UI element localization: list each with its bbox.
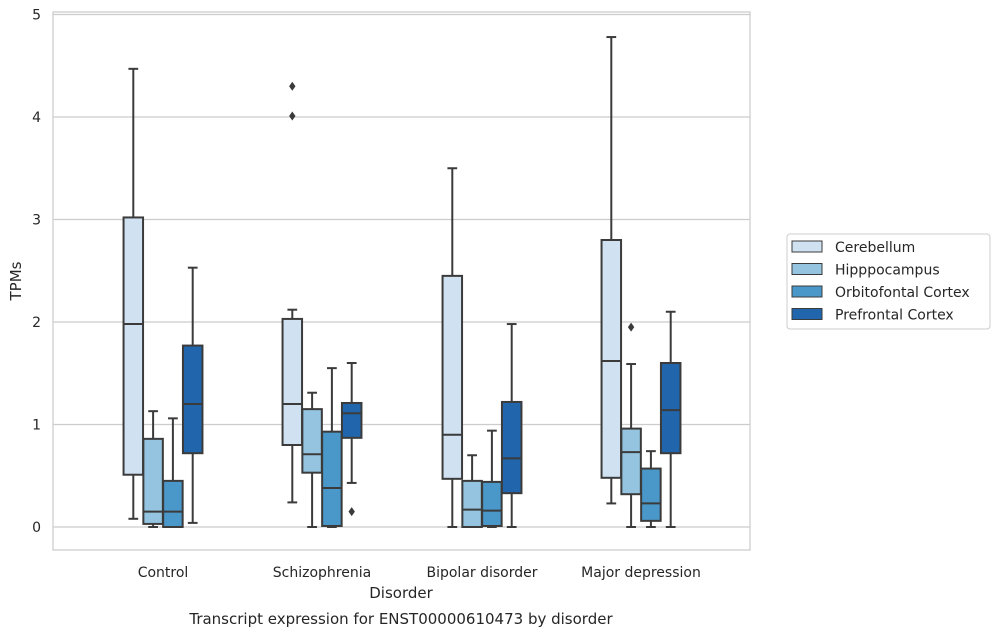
legend-label: Cerebellum	[835, 240, 915, 256]
box	[620, 427, 642, 496]
legend-swatch	[791, 263, 823, 275]
y-tick-label: 0	[32, 520, 41, 536]
x-tick-label: Major depression	[581, 565, 701, 581]
y-tick-label: 3	[32, 213, 41, 229]
box-group	[659, 310, 682, 528]
box-group	[122, 67, 145, 520]
legend-swatch	[791, 240, 823, 253]
x-tick-label: Bipolar disorder	[426, 565, 537, 581]
legend-swatch	[791, 308, 823, 320]
box	[441, 274, 464, 480]
y-tick-label: 5	[32, 8, 41, 24]
box	[162, 479, 184, 528]
box	[640, 467, 662, 522]
box-group	[600, 36, 623, 505]
y-tick-label: 4	[32, 110, 41, 126]
box	[659, 362, 682, 455]
legend-label: Orbitofontal Cortex	[835, 285, 970, 301]
box-group	[340, 362, 363, 517]
box-group	[441, 167, 464, 528]
outlier-point	[627, 322, 635, 332]
box	[281, 317, 304, 446]
x-tick-labels: Control Schizophrenia Bipolar disorder Majo…	[138, 565, 701, 581]
legend: Cerebellum Hipppocampus Orbitofontal Corte…	[786, 233, 991, 330]
box-group	[142, 410, 164, 528]
y-tick-label: 1	[32, 418, 41, 434]
box	[481, 480, 503, 527]
chart-caption: Transcript expression for ENST0000061047…	[188, 610, 613, 628]
box-group	[181, 266, 204, 524]
y-axis-label: TPMs	[7, 261, 25, 301]
box	[340, 401, 363, 439]
outlier-point	[348, 507, 355, 517]
x-tick-label: Schizophrenia	[273, 565, 371, 581]
box	[500, 400, 523, 495]
x-tick-label: Control	[138, 565, 189, 581]
box-layer	[122, 36, 682, 528]
outlier-point	[289, 111, 296, 121]
box	[301, 408, 323, 474]
x-axis-label: Disorder	[369, 584, 433, 602]
y-tick-labels: 0 1 2 3 4 5	[32, 8, 41, 537]
legend-label: Prefrontal Cortex	[835, 308, 954, 324]
box-group	[481, 429, 503, 528]
legend-swatch	[791, 285, 823, 298]
y-tick-label: 2	[32, 315, 41, 331]
box-group	[321, 367, 343, 528]
outlier-point	[289, 81, 296, 91]
box	[461, 479, 483, 528]
box-group	[640, 450, 662, 528]
box	[600, 239, 623, 479]
legend-label: Hipppocampus	[835, 263, 940, 279]
box	[321, 430, 343, 527]
box-group	[620, 322, 642, 528]
box-group	[461, 454, 483, 528]
box	[181, 344, 204, 455]
plot-frame	[52, 11, 751, 551]
box-group	[162, 417, 184, 528]
legend-frame	[786, 233, 991, 330]
box-group	[301, 391, 323, 528]
box-group	[500, 323, 523, 528]
box	[122, 216, 145, 476]
box-group	[281, 81, 304, 504]
